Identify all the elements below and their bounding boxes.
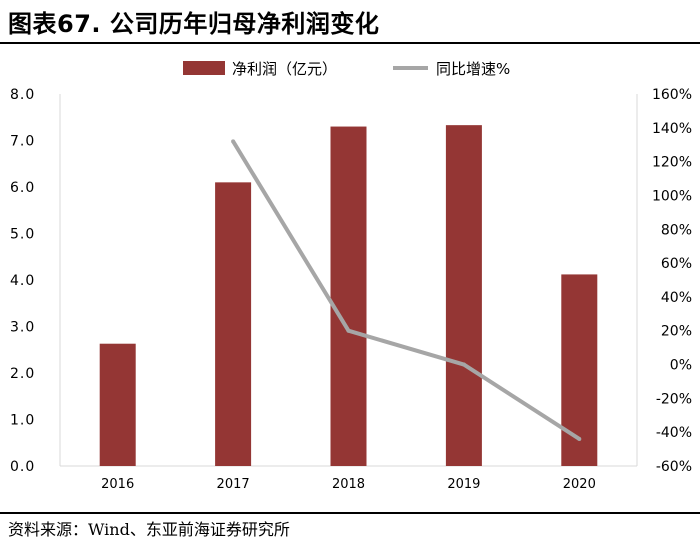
y-right-tick-label: -40% xyxy=(656,425,692,441)
x-tick-label: 2016 xyxy=(101,477,134,492)
bar xyxy=(99,343,136,466)
y-left-tick-label: 2.0 xyxy=(10,366,35,382)
title-rule xyxy=(0,42,700,44)
y-left-tick-label: 1.0 xyxy=(10,413,35,429)
bar xyxy=(330,126,367,467)
y-left-tick-label: 5.0 xyxy=(10,227,35,243)
bar xyxy=(561,274,598,466)
source-note: 资料来源：Wind、东亚前海证券研究所 xyxy=(8,520,290,539)
legend-label-bar: 净利润（亿元） xyxy=(232,60,337,78)
y-right-tick-label: 40% xyxy=(661,290,692,306)
growth-line xyxy=(231,140,581,441)
y-left-tick-label: 3.0 xyxy=(10,320,35,336)
legend-label-line: 同比增速% xyxy=(436,60,510,78)
y-right-tick-label: 80% xyxy=(661,222,692,238)
x-tick-label: 2020 xyxy=(563,477,596,492)
x-tick-label: 2019 xyxy=(447,477,480,492)
y-left-tick-label: 0.0 xyxy=(10,459,35,475)
line-series xyxy=(231,139,582,441)
y-left-tick-label: 8.0 xyxy=(10,87,35,103)
y-left-tick-label: 4.0 xyxy=(10,273,35,289)
axes: 0.0 1.0 2.0 3.0 4.0 5.0 6.0 7.0 8.0 -60% -40% -20% 0… xyxy=(10,87,692,492)
y-right-tick-label: -20% xyxy=(656,391,692,407)
y-right-tick-label: 140% xyxy=(652,121,692,137)
y-right-tick-label: 160% xyxy=(652,87,692,103)
y-left-tick-label: 7.0 xyxy=(10,134,35,150)
line-point xyxy=(346,328,351,333)
x-tick-label: 2017 xyxy=(217,477,250,492)
y-left-tick-label: 6.0 xyxy=(10,180,35,196)
line-point xyxy=(461,362,466,367)
bar xyxy=(215,182,252,466)
legend: 净利润（亿元） 同比增速% xyxy=(183,60,510,78)
y-right-tick-label: 60% xyxy=(661,256,692,272)
y-right-tick-label: 120% xyxy=(652,155,692,171)
y-right-tick-label: 0% xyxy=(670,358,692,374)
line-point xyxy=(231,139,236,144)
page-title: 图表67. 公司历年归母净利润变化 xyxy=(8,10,380,38)
combo-chart: 净利润（亿元） 同比增速% 0.0 1.0 2.0 3.0 4.0 5.0 6.0 7.0 8.… xyxy=(10,60,692,492)
y-right-tick-label: 100% xyxy=(652,188,692,204)
y-right-tick-label: -60% xyxy=(656,459,692,475)
bar xyxy=(445,125,482,466)
bar-series xyxy=(99,125,598,467)
x-tick-label: 2018 xyxy=(332,477,365,492)
source-rule xyxy=(0,512,700,514)
legend-swatch-bar xyxy=(183,61,225,75)
y-right-tick-label: 20% xyxy=(661,324,692,340)
line-point xyxy=(577,436,582,441)
